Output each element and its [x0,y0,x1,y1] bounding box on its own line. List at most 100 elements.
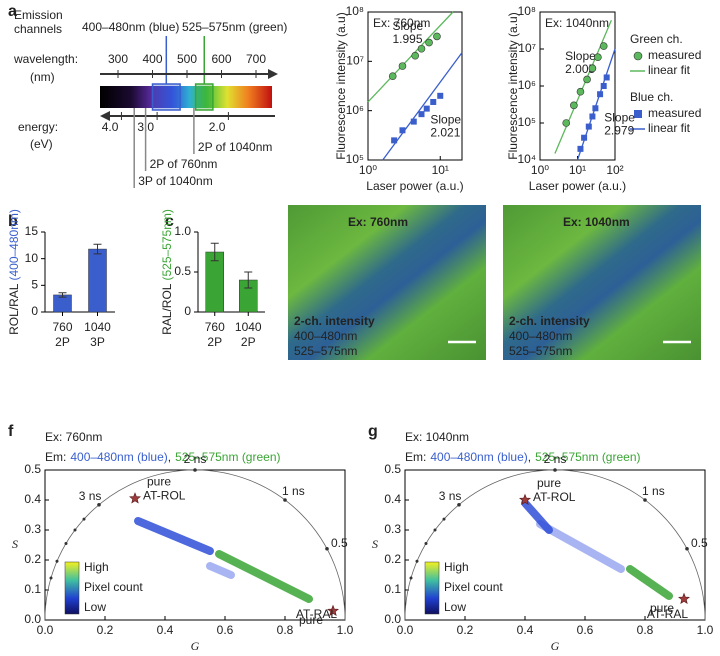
channel-band [194,83,214,111]
y-tick-label: 10⁶ [346,103,364,117]
emission-label: Emission [14,8,63,22]
lifetime-label: 1 ns [642,484,665,498]
slope-label: Slope [604,111,635,125]
data-point [423,105,430,112]
slope-value: 2.021 [430,125,460,139]
data-point [388,72,397,80]
tick-label: 500 [177,52,197,66]
y-axis-label: RAL/ROL (525–575nm) [160,209,174,335]
y-axis-label: Fluorescence intensity (a.u) [334,12,348,159]
data-point [594,53,602,62]
error-bar [93,243,102,255]
x-tick-label: 760 [205,320,225,334]
lifetime-dot [457,502,461,507]
cluster [215,550,313,603]
cluster [536,520,625,573]
lifetime-dot [553,468,557,472]
colorbar-label: High [444,560,469,574]
em-green: 525–575nm (green) [535,450,640,464]
lifetime-label: 0.5 [691,536,708,550]
x-tick-label: 10⁰ [359,163,377,177]
x-tick-sublabel: 2P [207,335,222,349]
tick-label: 4.0 [102,120,119,134]
lifetime-label: 0.5 [331,536,348,550]
data-point [589,113,596,120]
x-tick-label: 10⁰ [531,163,549,177]
excitation-label: 2P of 1040nm [198,140,273,154]
legend-item: measured [648,48,701,62]
y-tick-label: 0.1 [384,582,401,596]
chart-title: Ex: 1040nm [405,430,469,444]
tick-label: 700 [246,52,266,66]
error-bar [58,292,67,298]
error-bar [210,242,219,262]
y-tick-label: 0.0 [24,612,41,626]
data-point [603,74,610,81]
slope-value: 2.979 [604,124,634,138]
x-tick-label: 0.6 [217,623,234,637]
y-tick-label: 10⁷ [346,54,364,68]
lifetime-dot [283,498,287,502]
em-prefix: Em: [45,450,66,464]
x-tick-label: 760 [52,320,72,334]
y-tick-label: 0.5 [174,264,191,278]
x-tick-label: 1.0 [337,623,354,637]
x-tick-label: 0.0 [397,623,414,637]
fit-line [576,48,616,161]
em-prefix: Em: [405,450,426,464]
y-tick-label: 0.5 [24,462,41,476]
marker-label: pure [147,475,171,489]
image-channel: 400–480nm [294,329,357,343]
colorbar-label: Pixel count [84,580,143,594]
energy-unit: (eV) [30,137,53,151]
x-tick-label: 1040 [235,320,262,334]
marker-label: pure [650,601,674,615]
data-point [570,101,578,110]
y-tick-label: 10⁴ [517,152,536,166]
tick-label: 300 [108,52,128,66]
y-axis-label: Fluorescence intensity (a.u) [506,12,520,159]
slope-label: Slope [430,112,461,126]
y-axis-label-main: ROL/RAL [7,283,21,335]
channel-label: 400–480nm (blue) [82,20,179,34]
x-tick-label: 0.4 [517,623,534,637]
data-point [562,119,571,127]
y-tick-label: 0.0 [384,612,401,626]
image-channel: 400–480nm [509,329,572,343]
image-caption: 2-ch. intensity [294,314,375,328]
pure-marker [129,492,141,504]
image-title: Ex: 1040nm [563,215,630,229]
y-tick-label: 0.1 [24,582,41,596]
data-point [588,64,597,73]
y-axis-label: S [372,537,378,551]
tick-label: 2.0 [209,120,226,134]
micrograph [288,205,486,360]
fit-line [382,52,463,161]
panel-label: a [8,3,17,20]
em-blue: 400–480nm (blue) [70,450,167,464]
em-green: 525–575nm (green) [175,450,280,464]
x-tick-label: 10² [606,163,623,177]
wavelength-label: wavelength: [13,52,78,66]
y-axis-label-unit: (525–575nm) [160,209,174,280]
panel-label: b [8,213,18,230]
colorbar-label: Low [84,600,106,614]
data-point [600,83,607,89]
y-tick-label: 0.2 [384,552,401,566]
image-caption: 2-ch. intensity [509,314,590,328]
circle-dot [64,541,68,545]
marker-label: AT-RAL [647,607,688,621]
excitation-label: 3P of 1040nm [138,174,213,188]
circle-dot [49,576,53,580]
fit-line [367,11,454,103]
data-point [577,145,584,152]
colorbar [64,561,80,615]
bar [88,248,107,313]
y-axis-label: S [12,537,18,551]
x-tick-label: 0.8 [277,623,294,637]
micrograph [503,205,701,360]
marker-label: AT-ROL [143,489,186,503]
emission-label: Em: 400–480nm (blue), 525–575nm (green) [45,450,281,464]
data-point [592,105,599,112]
